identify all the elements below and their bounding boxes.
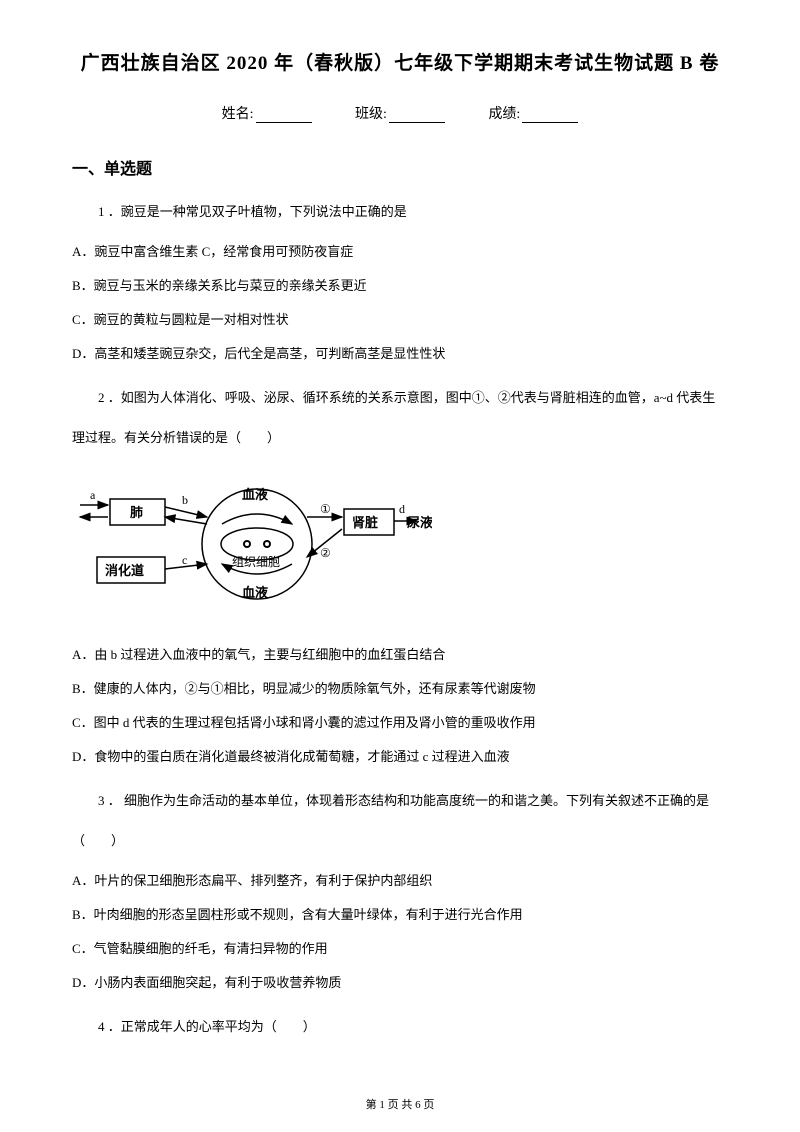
- score-label: 成绩:: [488, 107, 520, 122]
- name-label: 姓名:: [222, 107, 254, 122]
- lung-label: 肺: [130, 505, 143, 520]
- footer-text-3: 页: [423, 1099, 434, 1111]
- page-footer: 第 1 页 共 6 页: [0, 1096, 800, 1112]
- digestive-label: 消化道: [105, 563, 144, 578]
- q3-options: A．叶片的保卫细胞形态扁平、排列整齐，有利于保护内部组织 B．叶肉细胞的形态呈圆…: [72, 868, 728, 996]
- score-field: 成绩:: [488, 103, 578, 123]
- name-blank: [256, 109, 312, 123]
- footer-page-total: 6: [415, 1099, 421, 1111]
- q3-stem-line2: （ ）: [72, 828, 728, 854]
- blood-top-label: 血液: [242, 487, 268, 502]
- q3-option-b: B．叶肉细胞的形态呈圆柱形或不规则，含有大量叶绿体，有利于进行光合作用: [72, 902, 728, 928]
- kidney-label: 肾脏: [352, 515, 378, 530]
- q3-option-d: D．小肠内表面细胞突起，有利于吸收营养物质: [72, 970, 728, 996]
- label-1: ①: [320, 502, 331, 516]
- class-label: 班级:: [355, 107, 387, 122]
- q2-stem-line1: 2 ．如图为人体消化、呼吸、泌尿、循环系统的关系示意图，图中①、②代表与肾脏相连…: [72, 385, 728, 411]
- q1-option-a: A．豌豆中富含维生素 C，经常食用可预防夜盲症: [72, 239, 728, 265]
- page-title: 广西壮族自治区 2020 年（春秋版）七年级下学期期末考试生物试题 B 卷: [72, 48, 728, 75]
- q2-diagram: 肺 消化道 肾脏 尿液 组织细胞 血液 血液 a b c ①: [72, 469, 728, 624]
- q1-option-c: C．豌豆的黄粒与圆粒是一对相对性状: [72, 307, 728, 333]
- q4-stem: 4 ．正常成年人的心率平均为（ ）: [72, 1014, 728, 1040]
- section-1-header: 一、单选题: [72, 155, 728, 179]
- q1-stem: 1 ．豌豆是一种常见双子叶植物，下列说法中正确的是: [72, 199, 728, 225]
- urine-label: 尿液: [407, 515, 432, 530]
- blood-bottom-label: 血液: [242, 585, 268, 600]
- label-2: ②: [320, 546, 331, 560]
- q3-option-c: C．气管黏膜细胞的纤毛，有清扫异物的作用: [72, 936, 728, 962]
- footer-text-2: 页 共: [388, 1099, 413, 1111]
- q1-option-b: B．豌豆与玉米的亲缘关系比与菜豆的亲缘关系更近: [72, 273, 728, 299]
- label-d: d: [399, 502, 405, 516]
- name-field: 姓名:: [222, 103, 312, 123]
- q1-option-d: D．高茎和矮茎豌豆杂交，后代全是高茎，可判断高茎是显性性状: [72, 341, 728, 367]
- q1-options: A．豌豆中富含维生素 C，经常食用可预防夜盲症 B．豌豆与玉米的亲缘关系比与菜豆…: [72, 239, 728, 367]
- student-info-line: 姓名: 班级: 成绩:: [72, 103, 728, 123]
- label-b: b: [182, 493, 188, 507]
- system-diagram-svg: 肺 消化道 肾脏 尿液 组织细胞 血液 血液 a b c ①: [72, 469, 432, 619]
- q2-option-b: B．健康的人体内，②与①相比，明显减少的物质除氧气外，还有尿素等代谢废物: [72, 676, 728, 702]
- score-blank: [522, 109, 578, 123]
- footer-page-current: 1: [379, 1099, 385, 1111]
- q2-options: A．由 b 过程进入血液中的氧气，主要与红细胞中的血红蛋白结合 B．健康的人体内…: [72, 642, 728, 770]
- class-field: 班级:: [355, 103, 445, 123]
- q3-stem-line1: 3 ． 细胞作为生命活动的基本单位，体现着形态结构和功能高度统一的和谐之美。下列…: [72, 788, 728, 814]
- q2-option-c: C．图中 d 代表的生理过程包括肾小球和肾小囊的滤过作用及肾小管的重吸收作用: [72, 710, 728, 736]
- q2-option-d: D．食物中的蛋白质在消化道最终被消化成葡萄糖，才能通过 c 过程进入血液: [72, 744, 728, 770]
- label-a: a: [90, 488, 96, 502]
- class-blank: [389, 109, 445, 123]
- q2-stem-line2: 理过程。有关分析错误的是（ ）: [72, 425, 728, 451]
- label-c: c: [182, 553, 187, 567]
- tissue-label: 组织细胞: [232, 555, 280, 569]
- q2-option-a: A．由 b 过程进入血液中的氧气，主要与红细胞中的血红蛋白结合: [72, 642, 728, 668]
- q3-option-a: A．叶片的保卫细胞形态扁平、排列整齐，有利于保护内部组织: [72, 868, 728, 894]
- footer-text-1: 第: [366, 1099, 377, 1111]
